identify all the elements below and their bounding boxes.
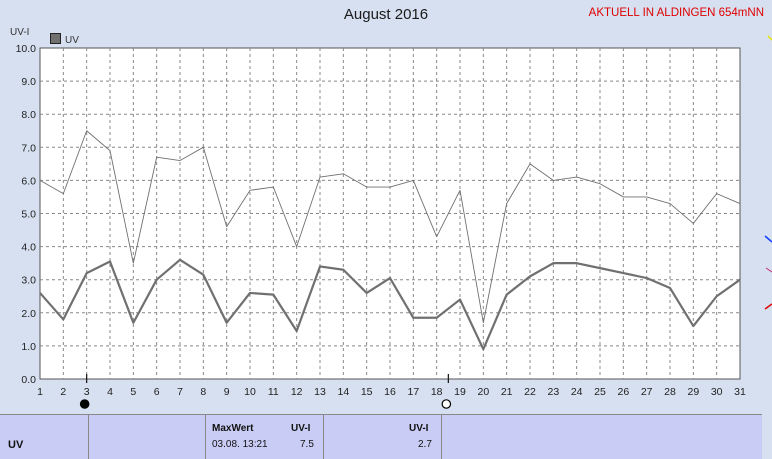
x-tick-label: 20 (477, 386, 489, 398)
y-tick-label: 0.0 (21, 374, 36, 386)
x-tick-label: 26 (617, 386, 629, 398)
new-moon-icon (79, 399, 90, 409)
legend-label: UV (65, 35, 79, 46)
max-cell: MaxWert UV-I 03.08. 13:21 7.5 (205, 415, 324, 459)
y-tick-label: 4.0 (21, 242, 36, 254)
row-label: UV (8, 439, 24, 451)
x-tick-label: 6 (154, 386, 160, 398)
side-panel-marks (764, 35, 772, 310)
summary-table: UV MaxWert UV-I 03.08. 13:21 7.5 UV-I 2.… (0, 414, 762, 459)
y-tick-label: 2.0 (21, 308, 36, 320)
blank-cell (441, 415, 762, 459)
x-tick-label: 9 (224, 386, 230, 398)
max-datetime: 03.08. 13:21 (212, 439, 268, 450)
row-label-cell: UV (0, 415, 89, 459)
x-tick-label: 29 (687, 386, 699, 398)
x-tick-label: 4 (107, 386, 113, 398)
x-tick-label: 28 (664, 386, 676, 398)
legend: UV (50, 33, 79, 46)
x-tick-label: 5 (130, 386, 136, 398)
x-tick-label: 25 (594, 386, 606, 398)
full-moon-icon (441, 399, 452, 409)
x-tick-label: 27 (641, 386, 653, 398)
max-unit-header: UV-I (291, 423, 311, 434)
series-line-uv (39, 258, 741, 351)
x-tick-label: 1 (37, 386, 43, 398)
x-tick-label: 16 (384, 386, 396, 398)
max-header: MaxWert (212, 423, 254, 434)
y-tick-label: 9.0 (21, 76, 36, 88)
x-tick-label: 19 (454, 386, 466, 398)
empty-cell (88, 415, 206, 459)
x-tick-label: 12 (291, 386, 303, 398)
x-tick-label: 22 (524, 386, 536, 398)
y-tick-label: 3.0 (21, 275, 36, 287)
avg-value: 2.7 (418, 439, 432, 450)
y-tick-label: 6.0 (21, 175, 36, 187)
x-tick-label: 3 (84, 386, 90, 398)
y-tick-label: 10.0 (16, 43, 37, 55)
x-tick-label: 15 (361, 386, 373, 398)
x-tick-label: 21 (501, 386, 513, 398)
x-tick-label: 23 (547, 386, 559, 398)
legend-swatch-icon (50, 33, 61, 44)
avg-header: UV-I (409, 423, 429, 434)
x-tick-label: 2 (60, 386, 66, 398)
max-value: 7.5 (300, 439, 314, 450)
y-axis-label: UV-I (10, 27, 30, 38)
station-label: AKTUELL IN ALDINGEN 654mNN (588, 7, 764, 19)
y-tick-label: 1.0 (21, 341, 36, 353)
y-tick-label: 5.0 (21, 209, 36, 221)
x-tick-label: 13 (314, 386, 326, 398)
x-tick-label: 24 (571, 386, 583, 398)
y-tick-label: 7.0 (21, 142, 36, 154)
y-tick-label: 8.0 (21, 109, 36, 121)
series-line-max (39, 130, 741, 324)
x-tick-label: 7 (177, 386, 183, 398)
x-tick-label: 18 (431, 386, 443, 398)
avg-cell: UV-I 2.7 (323, 415, 442, 459)
x-tick-label: 30 (711, 386, 723, 398)
chart-title: August 2016 (343, 6, 429, 23)
x-tick-label: 31 (734, 386, 746, 398)
x-tick-label: 10 (244, 386, 256, 398)
x-tick-label: 14 (337, 386, 349, 398)
x-tick-label: 17 (407, 386, 419, 398)
x-tick-label: 11 (268, 386, 279, 398)
x-tick-label: 8 (200, 386, 206, 398)
